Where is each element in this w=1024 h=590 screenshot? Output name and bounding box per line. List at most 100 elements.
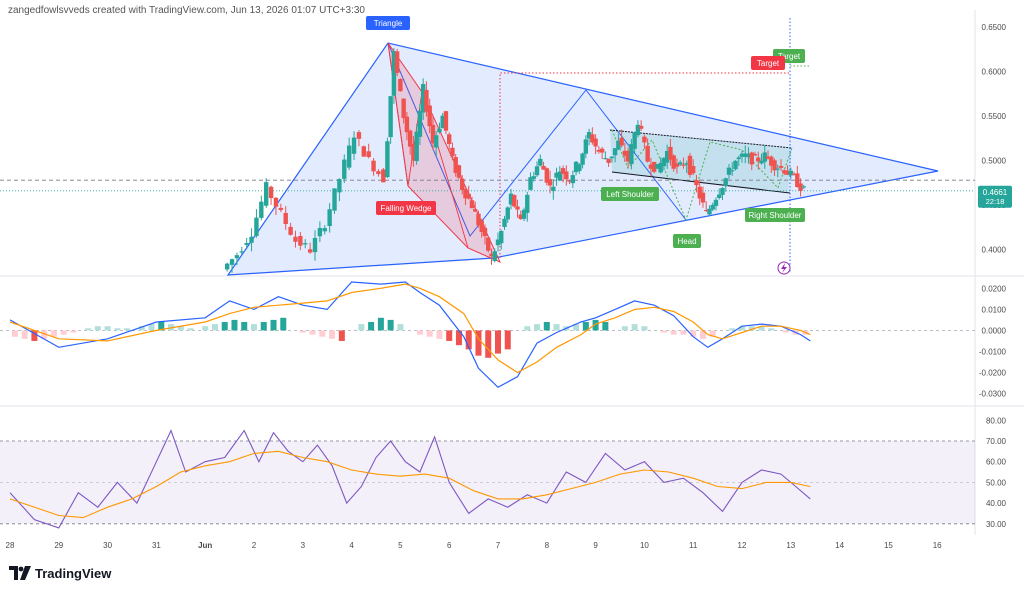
- label-right-shoulder[interactable]: Right Shoulder: [745, 208, 805, 222]
- chart-canvas[interactable]: Triangle Falling Wedge Left Shoulder Hea…: [0, 0, 1024, 560]
- macd-bar: [709, 330, 716, 337]
- candle-body: [307, 249, 313, 253]
- candle-body: [580, 153, 585, 165]
- candle-body: [234, 255, 240, 259]
- price-tick-label: 0.5500: [982, 112, 1007, 121]
- candle-body: [264, 182, 269, 206]
- candle-body: [351, 137, 357, 154]
- candle-body: [775, 168, 780, 170]
- candle-body: [720, 187, 725, 195]
- candle-body: [632, 132, 637, 149]
- macd-bar: [299, 330, 306, 333]
- macd-bar: [699, 330, 706, 339]
- macd-signal-line: [9, 283, 811, 374]
- candle-body: [322, 228, 327, 232]
- macd-bar: [114, 328, 121, 331]
- label-triangle[interactable]: Triangle: [366, 16, 410, 30]
- candle-body: [570, 175, 576, 184]
- macd-bar: [387, 319, 394, 331]
- candle-body: [560, 168, 566, 174]
- time-tick-label: 12: [738, 541, 747, 550]
- candle-body: [460, 178, 465, 191]
- candle-body: [450, 147, 455, 157]
- macd-bar: [446, 330, 453, 341]
- candle-body: [691, 165, 696, 174]
- label-head[interactable]: Head: [673, 234, 701, 248]
- macd-bar: [21, 330, 28, 339]
- rsi-ma-line: [9, 450, 811, 519]
- rsi-line: [9, 429, 811, 529]
- candle-body: [303, 243, 308, 245]
- macd-bar: [485, 330, 492, 358]
- label-falling-wedge[interactable]: Falling Wedge: [376, 201, 436, 215]
- candle-body: [361, 146, 366, 157]
- lightning-icon[interactable]: [777, 261, 791, 275]
- candle-body: [440, 115, 445, 129]
- candle-body: [547, 179, 553, 186]
- candle-body: [508, 193, 514, 205]
- rsi-tick-label: 60.00: [986, 458, 1007, 467]
- head-shoulders-zone[interactable]: [610, 130, 792, 192]
- macd-bar: [377, 317, 384, 331]
- candle-body: [664, 151, 670, 163]
- candle-body: [239, 251, 244, 253]
- macd-scale[interactable]: 0.0200 0.0100 0.0000 -0.0100 -0.0200 -0.0300: [979, 284, 1007, 398]
- macd-bar: [553, 324, 560, 331]
- candle-body: [762, 152, 767, 162]
- candle-body: [327, 209, 332, 227]
- time-tick-label: 28: [6, 541, 15, 550]
- macd-bar: [397, 324, 404, 331]
- candle-body: [356, 132, 362, 139]
- candle-body: [401, 98, 406, 119]
- macd-bar: [534, 324, 541, 331]
- candle-body: [388, 96, 393, 138]
- rsi-tick-label: 30.00: [986, 520, 1007, 529]
- candle-body: [528, 177, 533, 190]
- macd-bar: [416, 330, 423, 335]
- label-target-red[interactable]: Target: [751, 56, 785, 70]
- candle-body: [795, 173, 800, 188]
- macd-bar: [158, 322, 165, 331]
- time-tick-label: 13: [786, 541, 795, 550]
- candle-body: [268, 186, 274, 199]
- macd-bar: [104, 326, 111, 331]
- candle-body: [463, 189, 468, 199]
- macd-bar: [495, 330, 501, 354]
- macd-bar: [426, 330, 433, 337]
- candle-body: [437, 128, 442, 133]
- macd-bar: [358, 324, 365, 331]
- candle-body: [713, 199, 719, 206]
- candle-body: [273, 197, 279, 207]
- rsi-scale[interactable]: 80.00 70.00 60.00 50.00 40.00 30.00: [986, 416, 1007, 529]
- candle-body: [778, 165, 784, 168]
- macd-bar: [85, 328, 92, 331]
- candle-body: [385, 141, 390, 178]
- candle-body: [765, 156, 771, 159]
- tradingview-logo-text: TradingView: [35, 565, 112, 581]
- candle-body: [681, 164, 686, 166]
- candle-body: [619, 137, 624, 146]
- candle-body: [443, 111, 449, 131]
- macd-bar: [251, 324, 257, 331]
- time-tick-label: 5: [398, 541, 403, 550]
- label-left-shoulder[interactable]: Left Shoulder: [601, 187, 659, 201]
- candle-body: [694, 180, 699, 186]
- candle-body: [293, 236, 298, 242]
- candle-body: [298, 235, 303, 246]
- macd-bar: [11, 330, 18, 337]
- price-candles[interactable]: [224, 48, 807, 273]
- macd-bar: [50, 330, 57, 337]
- tradingview-logo[interactable]: TradingView: [9, 564, 111, 582]
- candle-body: [414, 131, 419, 162]
- macd-bar: [436, 330, 443, 339]
- candle-body: [726, 167, 732, 175]
- macd-bar: [758, 326, 765, 331]
- candle-body: [424, 89, 429, 112]
- time-scale[interactable]: 28 29 30 31 Jun 2 3 4 5 6 7 8 9 10 11 12 13 14 15 16: [6, 541, 943, 550]
- candle-body: [427, 105, 432, 127]
- macd-bar: [148, 324, 155, 331]
- price-tick-label: 0.5000: [982, 157, 1007, 166]
- candle-body: [430, 124, 436, 144]
- candle-body: [609, 156, 615, 159]
